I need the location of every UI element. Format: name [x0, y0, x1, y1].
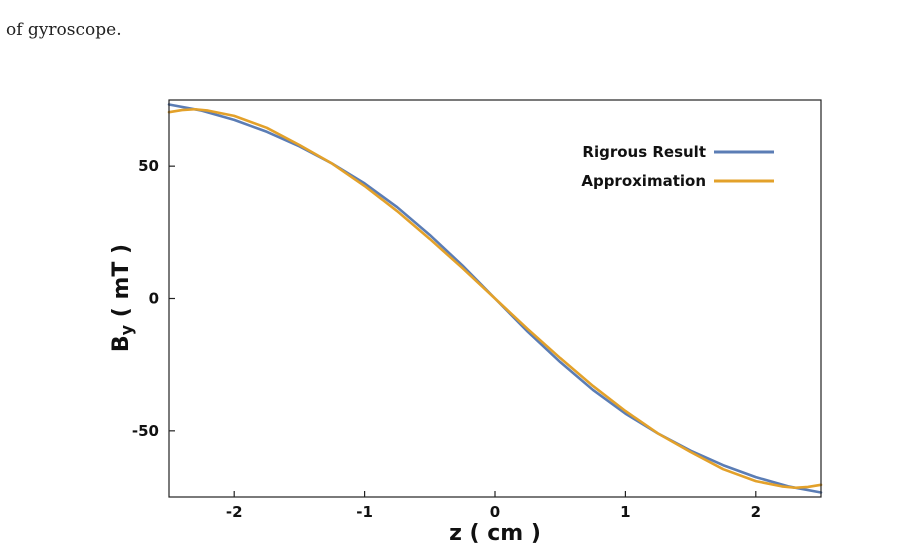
x-axis-title: z ( cm ): [449, 521, 541, 546]
y-tick-label: -50: [132, 422, 159, 440]
legend: Rigrous Result Approximation: [581, 143, 774, 190]
legend-label: Rigrous Result: [582, 143, 706, 161]
legend-label: Approximation: [581, 172, 706, 190]
caption-text: of gyroscope.: [6, 20, 122, 40]
x-tick-label: -2: [226, 503, 243, 521]
y-axis-title: By ( mT ): [109, 244, 136, 352]
y-tick-label: 50: [138, 157, 159, 175]
x-tick-label: -1: [356, 503, 373, 521]
y-axis: 50 0 -50: [132, 157, 175, 440]
x-tick-label: 2: [751, 503, 761, 521]
series-line-approximation: [167, 107, 823, 490]
x-axis: -2 -1 0 1 2: [226, 491, 761, 521]
plot-area: [167, 103, 823, 494]
y-tick-label: 0: [149, 290, 159, 308]
x-tick-label: 0: [490, 503, 500, 521]
x-tick-label: 1: [620, 503, 630, 521]
